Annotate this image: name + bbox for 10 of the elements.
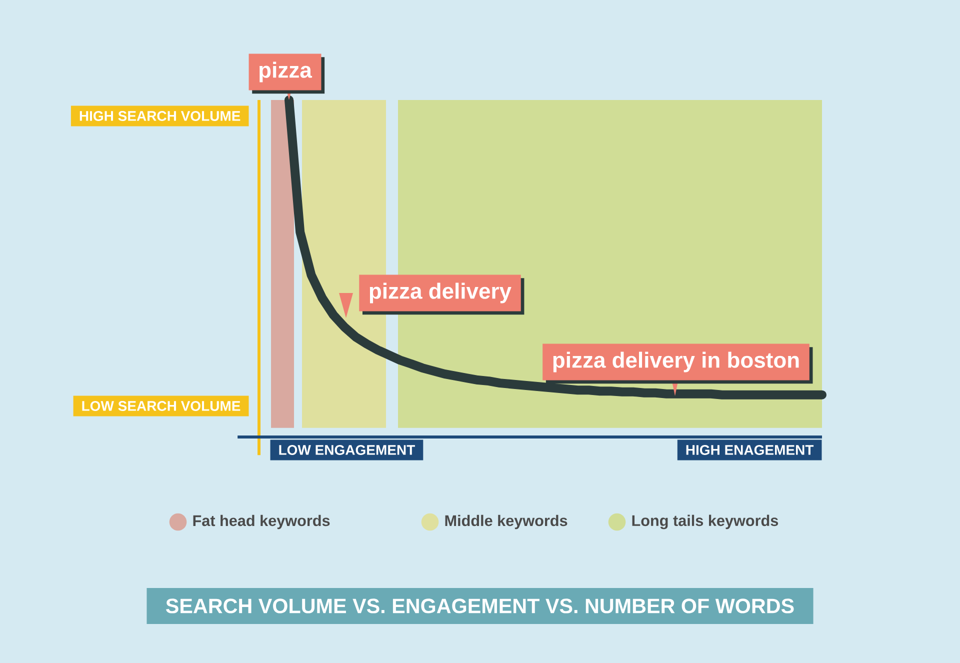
- text: LOW ENGAGEMENT: [279, 445, 415, 455]
- text: HIGH SEARCH VOLUME: [80, 111, 240, 121]
- text: SEARCH VOLUME VS. ENGAGEMENT VS. NUMBER OF WORDS: [166, 598, 794, 614]
- text: Long tails keywords: [632, 514, 778, 530]
- text: LOW SEARCH VOLUME: [82, 401, 240, 411]
- text: Middle keywords: [445, 514, 568, 530]
- annotation: pizza delivery: [370, 282, 512, 304]
- text: HIGH ENAGEMENT: [686, 445, 814, 455]
- annotation: pizza delivery in boston: [553, 352, 799, 372]
- text: Fat head keywords: [193, 514, 330, 530]
